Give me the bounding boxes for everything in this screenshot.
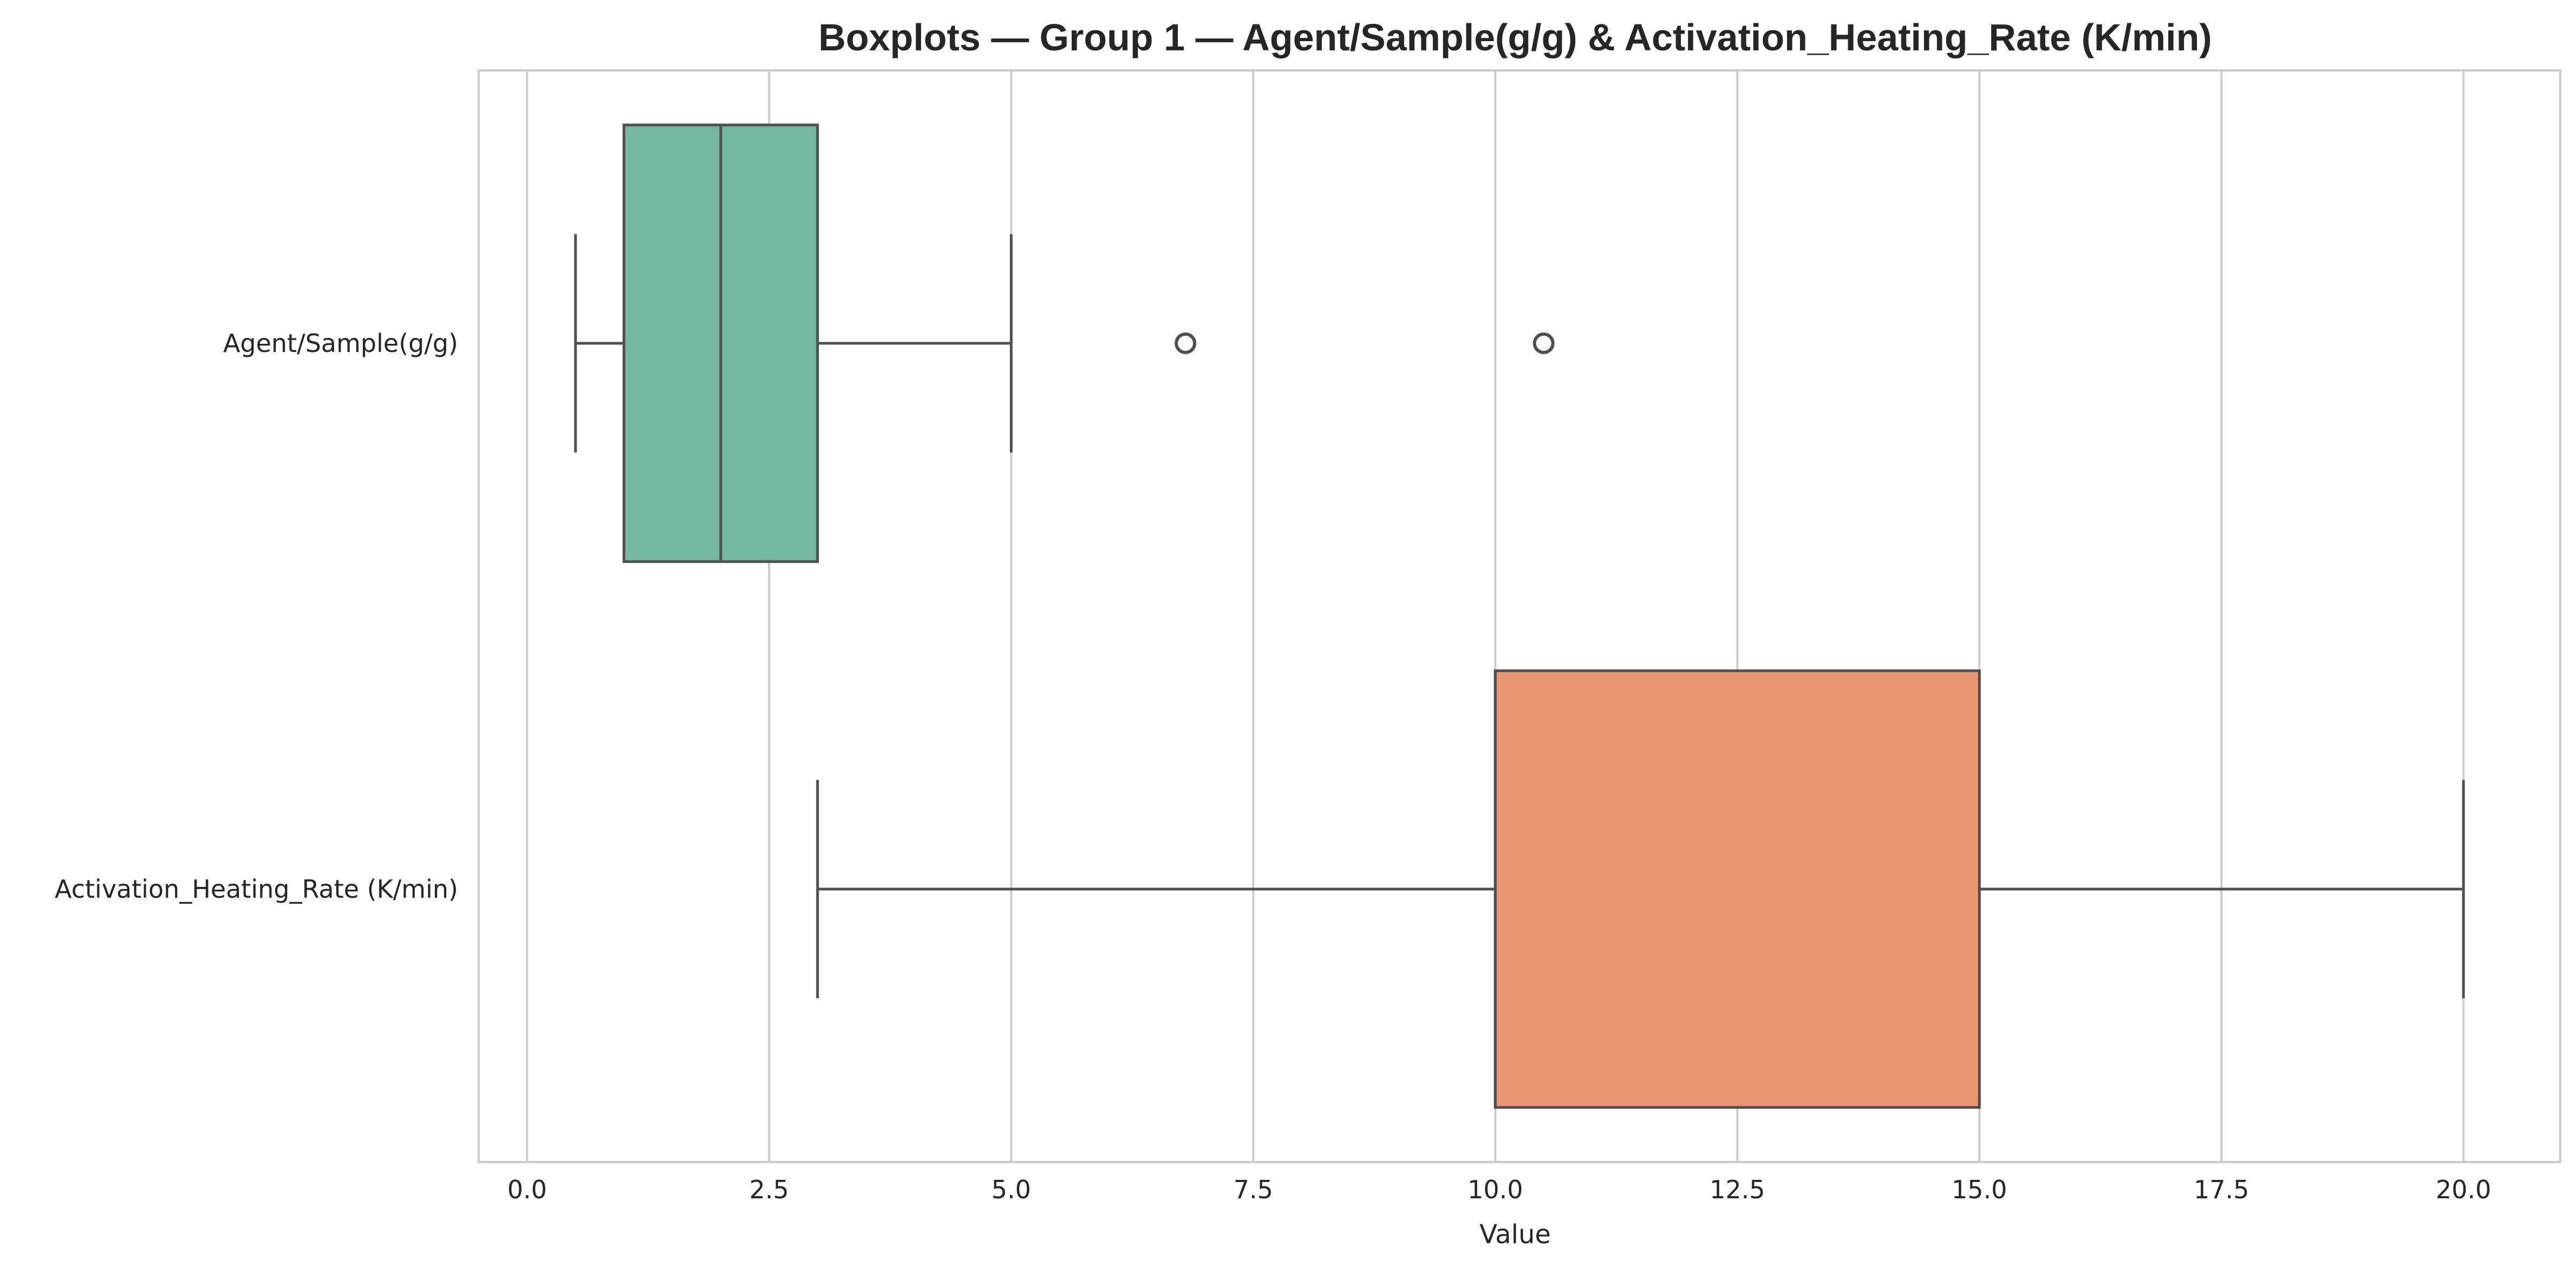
chart-title: Boxplots — Group 1 — Agent/Sample(g/g) &…	[818, 16, 2212, 58]
x-tick-label: 5.0	[992, 1175, 1031, 1204]
iqr-box	[1494, 669, 1981, 1109]
box-series	[574, 123, 1555, 563]
x-tick-label: 0.0	[507, 1175, 547, 1204]
y-tick-label: Agent/Sample(g/g)	[223, 329, 458, 358]
x-tick-label: 7.5	[1234, 1175, 1273, 1204]
box-series	[816, 669, 2465, 1109]
x-axis-label: Value	[1479, 1219, 1551, 1250]
x-tick-label: 17.5	[2194, 1175, 2249, 1204]
x-tick-labels: 0.0 2.5 5.0 7.5 10.0 12.5 15.0 17.5 20.0	[507, 1175, 2492, 1204]
x-tick-label: 2.5	[749, 1175, 789, 1204]
outlier-point	[1532, 332, 1555, 354]
x-tick-label: 15.0	[1952, 1175, 2007, 1204]
x-tick-label: 20.0	[2436, 1175, 2491, 1204]
outlier-point	[1175, 332, 1197, 354]
x-tick-label: 12.5	[1710, 1175, 1765, 1204]
y-tick-label: Activation_Heating_Rate (K/min)	[55, 874, 458, 904]
boxes	[574, 123, 2465, 1109]
plot-frame	[478, 69, 2561, 1163]
x-tick-label: 10.0	[1468, 1175, 1523, 1204]
y-tick-labels: Agent/Sample(g/g) Activation_Heating_Rate…	[55, 329, 458, 904]
